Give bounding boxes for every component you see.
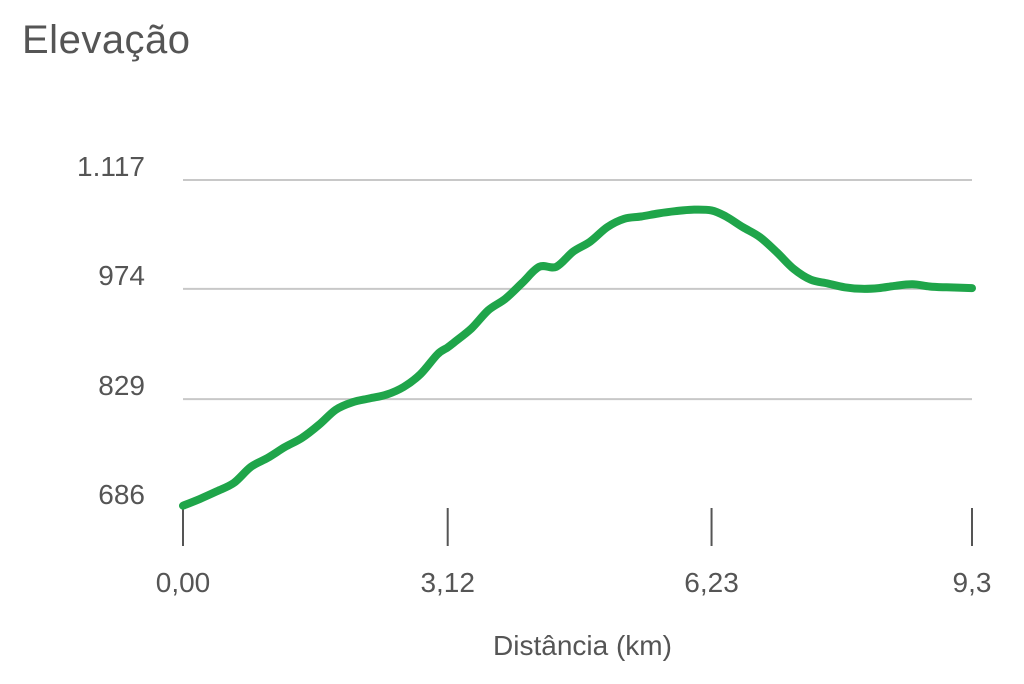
x-axis: 0,00 3,12 6,23 9,3 xyxy=(156,508,992,598)
x-tick-label: 9,3 xyxy=(953,567,992,598)
chart-title: Elevação xyxy=(22,18,191,62)
series-group xyxy=(179,205,976,510)
y-tick-label: 974 xyxy=(98,260,145,291)
elevation-line xyxy=(179,205,976,510)
y-tick-label: 1.117 xyxy=(77,151,145,182)
y-tick-labels: 686 829 974 1.117 xyxy=(77,151,145,510)
x-tick-label: 6,23 xyxy=(684,567,739,598)
y-tick-label: 829 xyxy=(98,370,145,401)
x-tick-label: 0,00 xyxy=(156,567,211,598)
y-tick-label: 686 xyxy=(98,479,145,510)
x-tick-label: 3,12 xyxy=(420,567,475,598)
x-axis-label: Distância (km) xyxy=(493,630,672,661)
